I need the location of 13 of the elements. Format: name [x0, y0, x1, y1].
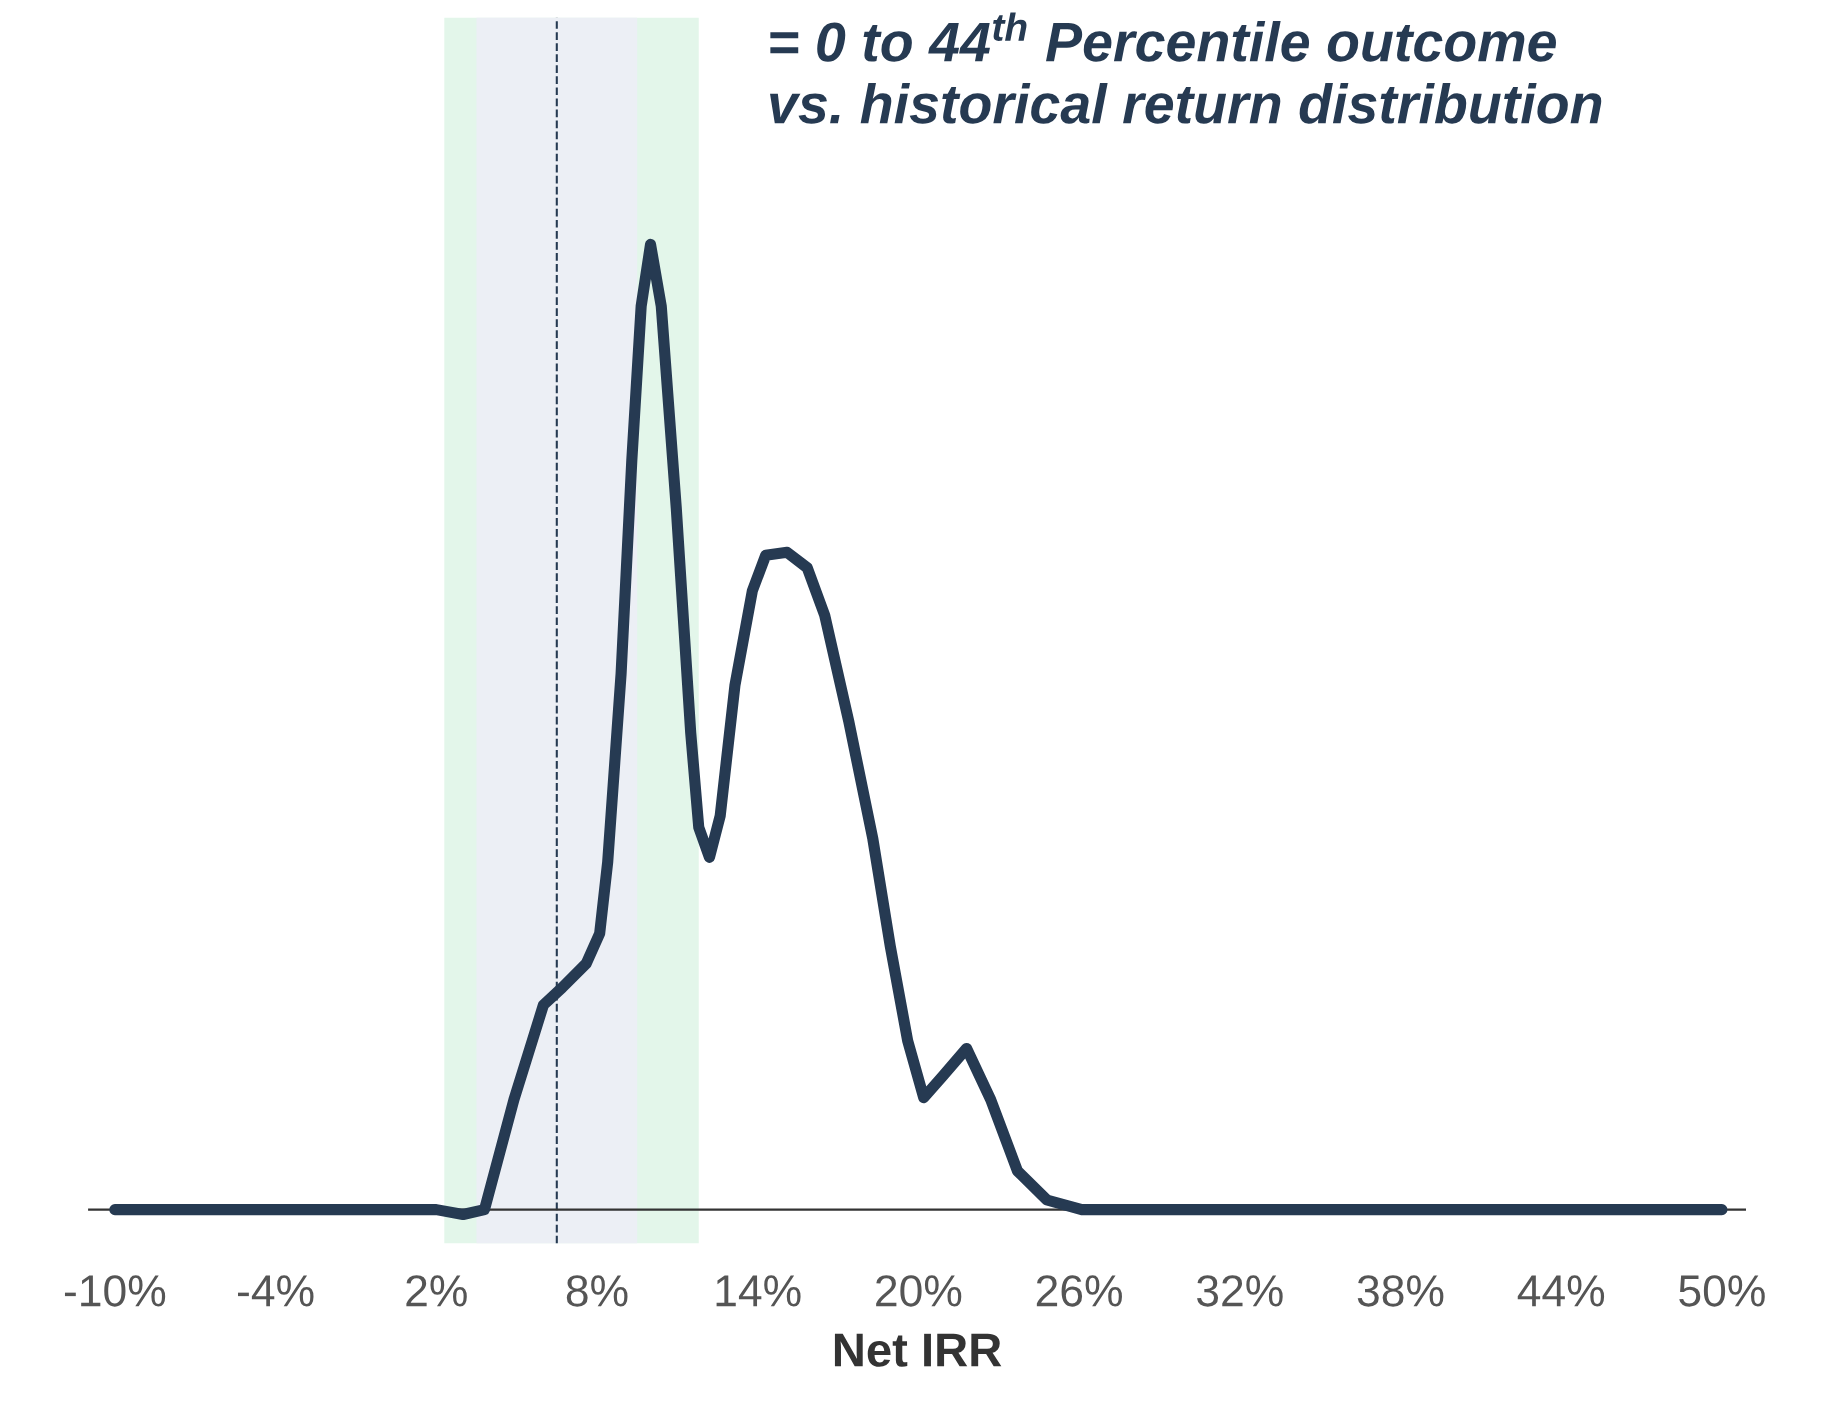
x-tick-label: 26% [1036, 1275, 1122, 1307]
x-tick-label: 8% [566, 1275, 628, 1307]
x-axis-title: Net IRR [834, 1333, 1002, 1367]
x-tick-label: 14% [716, 1275, 801, 1307]
x-tick-label: 2% [406, 1275, 467, 1307]
x-tick-label: -10% [64, 1275, 166, 1307]
x-tick-label: -4% [238, 1275, 314, 1307]
x-tick-label: 32% [1197, 1275, 1283, 1307]
x-tick-label: 44% [1517, 1275, 1605, 1307]
chart-title: = 0 to 44$^{th}$ Percentile outcome vs. historical return distribution [770, 12, 1602, 124]
x-tick-label: 20% [876, 1275, 962, 1307]
x-tick-label: 50% [1679, 1275, 1765, 1307]
x-tick-label: 38% [1357, 1275, 1444, 1307]
